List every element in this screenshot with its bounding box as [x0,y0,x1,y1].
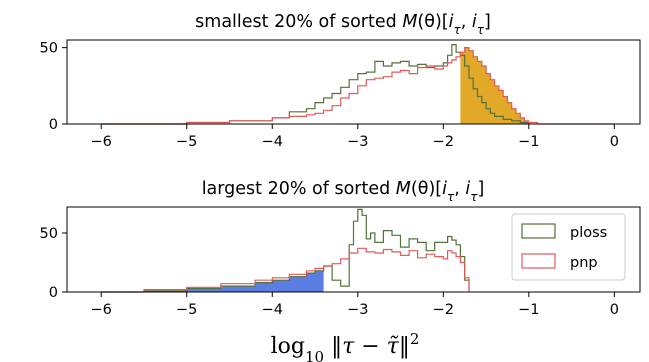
top-x-tick-label: 0 [610,134,619,150]
xlabel-tau: τ [342,334,355,359]
bottom-x-tick-label: −1 [518,302,539,318]
top-title-close: ] [484,12,491,32]
bottom-x-tick-label: −5 [176,302,197,318]
bottom-x-tick-label: 0 [610,302,619,318]
top-y-tick-label: 0 [49,117,58,133]
top-title-M: M [402,12,417,32]
bottom-x-tick-label: −4 [262,302,283,318]
top-x-tick-label: −2 [433,134,454,150]
bottom-y-tick-label: 50 [40,226,58,242]
top-title-pre: smallest 20% of sorted [195,12,402,32]
bottom-title-M: M [396,179,411,199]
bottom-fill-highlight [144,266,324,292]
top-chart-title: smallest 20% of sorted M(θ)[iτ, iτ] [195,12,491,37]
legend-frame [511,213,626,281]
bottom-title-sub1: τ [447,190,455,204]
bottom-series-pnp [101,247,470,293]
bottom-title-i1: i [442,179,447,199]
legend-label-ploss: ploss [570,225,607,241]
top-x-tick-label: −5 [176,134,197,150]
bottom-histogram-panel: largest 20% of sorted M(θ)[iτ, iτ] −6 −5−… [40,179,641,362]
top-title-paren: (θ)[ [417,12,448,32]
xlabel-sup: 2 [410,330,420,348]
xlabel-tautilde: τ̃ [387,334,400,359]
bottom-x-tick-label: −6 [91,302,112,318]
xlabel-norm-open: ‖ [324,334,342,359]
top-x-tick-label: −4 [262,134,283,150]
top-title-comma: , [461,12,472,32]
top-histogram-panel: smallest 20% of sorted M(θ)[iτ, iτ] −6 −5… [40,12,641,150]
top-series-ploss [101,44,530,125]
bottom-y-tick-label: 0 [49,285,58,301]
top-title-sub1: τ [454,23,462,37]
top-plot-area: −6 −5 −4 −3 −2 −1 0 0 50 [40,39,641,150]
top-x-tick-label: −1 [518,134,539,150]
bottom-title-i2: i [465,179,470,199]
bottom-title-comma: , [454,179,465,199]
bottom-chart-title: largest 20% of sorted M(θ)[iτ, iτ] [202,179,485,204]
top-y-tick-label: 50 [40,41,58,57]
xlabel-sub: 10 [305,348,324,362]
bottom-series-ploss [101,208,470,293]
top-axes-frame [66,39,641,125]
x-axis-label: log10 ‖τ − τ̃‖2 [271,330,420,362]
legend-swatch-pnp [521,253,556,269]
legend-swatch-ploss [521,223,556,239]
xlabel-log: log [271,334,305,359]
bottom-title-close: ] [477,179,484,199]
legend: ploss pnp [511,213,626,281]
top-title-i2: i [472,12,477,32]
bottom-title-paren: (θ)[ [411,179,442,199]
bottom-plot-area: −6 −5 −4 −3 −2 −1 0 0 50 [40,206,641,318]
top-series-pnp [101,47,615,125]
legend-label-pnp: pnp [570,255,598,271]
xlabel-minus: − [354,334,386,359]
bottom-x-tick-label: −3 [347,302,368,318]
xlabel-norm-close: ‖ [399,334,410,359]
bottom-title-pre: largest 20% of sorted [202,179,396,199]
bottom-x-tick-label: −2 [433,302,454,318]
top-title-sub2: τ [477,23,485,37]
bottom-title-sub2: τ [470,190,478,204]
top-x-tick-label: −6 [91,134,112,150]
top-title-i1: i [449,12,454,32]
top-x-tick-label: −3 [347,134,368,150]
bottom-axes-frame [66,206,641,293]
